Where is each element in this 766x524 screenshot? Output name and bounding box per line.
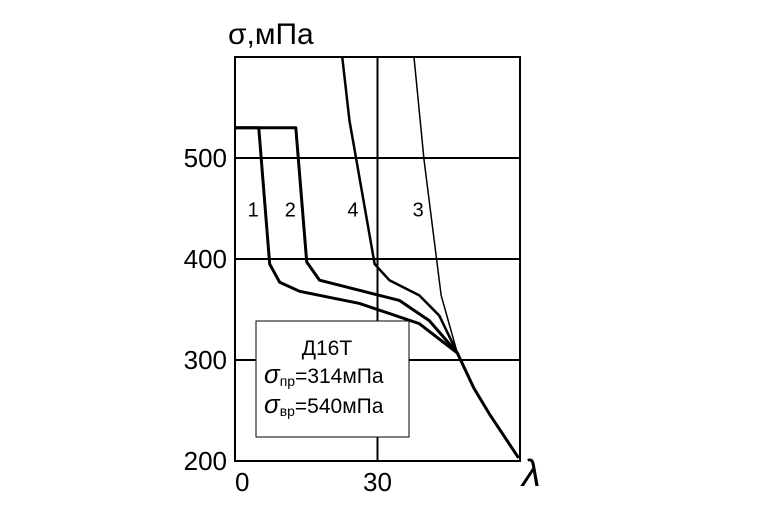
subscript: пр [280, 373, 296, 389]
subscript: вр [280, 403, 295, 419]
annotation-line: σвр=540мПа [264, 389, 384, 419]
series-label: 3 [413, 200, 424, 222]
value: =314мПа [295, 365, 384, 388]
symbol: σ [264, 359, 281, 389]
x-axis-label: λ [520, 453, 541, 495]
y-tick-label: 500 [184, 143, 227, 173]
annotation-box [255, 320, 410, 438]
annotation-title: Д16Т [302, 337, 353, 360]
value: =540мПа [295, 395, 384, 418]
y-tick-label: 300 [184, 345, 227, 375]
series-line [235, 126, 459, 354]
y-axis-label: σ,мПа [228, 18, 314, 51]
series-label: 2 [285, 200, 296, 222]
series-label: 1 [248, 200, 259, 222]
x-tick-label: 0 [235, 467, 249, 497]
series-line [413, 57, 459, 354]
symbol: σ [264, 389, 281, 419]
series-line [235, 126, 520, 459]
series-label: 4 [347, 200, 358, 222]
annotation-line: σпр=314мПа [264, 359, 384, 389]
y-tick-label: 200 [184, 446, 227, 476]
y-tick-label: 400 [184, 244, 227, 274]
series-line [341, 57, 459, 354]
x-tick-label: 30 [363, 467, 392, 497]
